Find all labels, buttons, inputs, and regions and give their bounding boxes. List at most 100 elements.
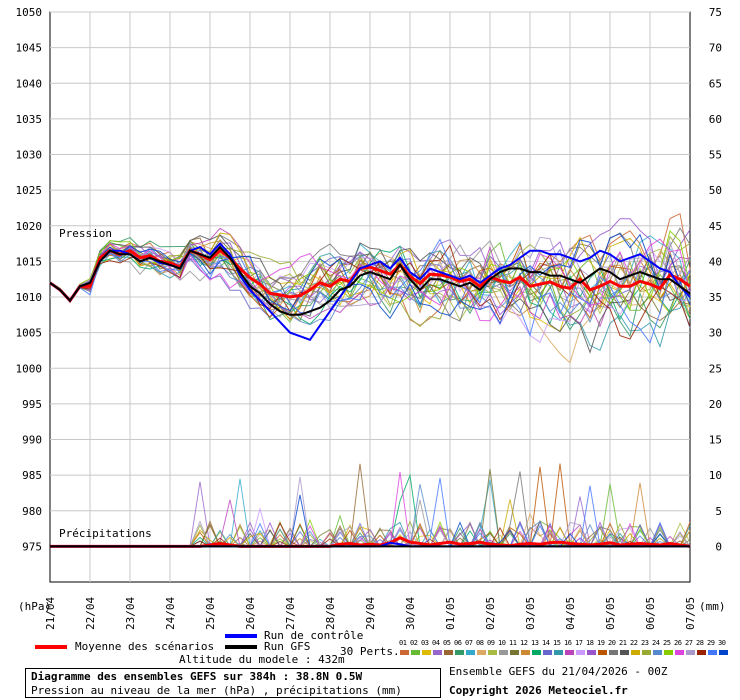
pert-swatch [532,650,541,655]
right-tick-label: 10 [709,469,722,482]
pert-number: 02 [410,639,418,647]
left-tick-label: 1020 [16,220,43,233]
right-tick-label: 25 [709,362,722,375]
pert-number: 29 [707,639,715,647]
pert-number: 04 [432,639,440,647]
pert-number: 21 [619,639,627,647]
control-legend-label: Run de contrôle [264,629,364,642]
pert-swatch [477,650,486,655]
pert-number: 18 [586,639,594,647]
pert-number: 16 [564,639,572,647]
mean-legend-label: Moyenne des scénarios [75,640,215,653]
pert-number: 10 [498,639,506,647]
left-tick-label: 1050 [16,6,43,19]
right-axis-unit: (mm) [699,600,726,613]
left-tick-label: 985 [22,469,42,482]
pert-swatch [609,650,618,655]
pert-number: 07 [465,639,473,647]
pert-swatch [543,650,552,655]
x-tick-label: 23/04 [124,597,137,630]
right-tick-label: 15 [709,434,722,447]
pert-swatch [664,650,673,655]
right-tick-label: 50 [709,184,722,197]
right-tick-label: 55 [709,149,722,162]
x-tick-label: 24/04 [164,597,177,630]
pert-swatch [598,650,607,655]
gfs-legend-swatch [225,645,257,649]
chart-subtitle: Pression au niveau de la mer (hPa) , pré… [31,684,402,697]
member-pressure-line [49,246,691,344]
left-tick-label: 1030 [16,149,43,162]
x-tick-label: 27/04 [284,597,297,630]
pert-number: 12 [520,639,528,647]
member-pressure-line [49,234,691,354]
pert-swatch [499,650,508,655]
precip-annotation: Précipitations [59,527,152,540]
pert-swatch [675,650,684,655]
left-tick-label: 1035 [16,113,43,126]
x-tick-label: 05/05 [604,597,617,630]
x-tick-label: 04/05 [564,597,577,630]
right-tick-label: 45 [709,220,722,233]
left-tick-label: 1040 [16,77,43,90]
pert-number: 25 [663,639,671,647]
x-tick-label: 06/05 [644,597,657,630]
left-axis-unit: (hPa) [18,600,51,613]
pert-number: 05 [443,639,451,647]
pert-number: 09 [487,639,495,647]
pert-swatch [510,650,519,655]
member-pressure-line [49,227,691,328]
right-tick-label: 70 [709,42,722,55]
pert-swatch [686,650,695,655]
pert-swatch [620,650,629,655]
pert-swatch [719,650,728,655]
pert-swatch [400,650,409,655]
right-tick-label: 65 [709,77,722,90]
right-tick-label: 20 [709,398,722,411]
pert-swatch [631,650,640,655]
pert-swatch [565,650,574,655]
x-tick-label: 28/04 [324,597,337,630]
pert-swatch [488,650,497,655]
left-tick-label: 1015 [16,255,43,268]
pert-swatch [521,650,530,655]
right-tick-label: 35 [709,291,722,304]
pert-swatch [576,650,585,655]
right-tick-label: 30 [709,327,722,340]
pert-number: 13 [531,639,539,647]
pert-swatch [411,650,420,655]
member-pressure-line [49,244,691,340]
pert-number: 17 [575,639,583,647]
perts-legend-label: 30 Perts. [340,645,400,658]
member-pressure-line [49,233,691,325]
x-tick-label: 29/04 [364,597,377,630]
x-tick-label: 21/04 [44,597,57,630]
pert-swatch [642,650,651,655]
x-tick-label: 25/04 [204,597,217,630]
ensemble-chart: 9759809859909951000100510101015102010251… [16,6,726,630]
pert-swatch [455,650,464,655]
gfs-legend-label: Run GFS [264,640,311,653]
model-altitude: Altitude du modele : 432m [179,653,345,666]
pert-number: 26 [674,639,682,647]
pert-number: 01 [399,639,407,647]
member-pressure-line [49,236,691,310]
pert-number: 30 [718,639,726,647]
pert-swatch [697,650,706,655]
x-tick-label: 07/05 [684,597,697,630]
pert-swatch [444,650,453,655]
left-axis-ticks: 975 980 985 990 995 1000 1005 1010 1015 1020 1025 1… [16,6,43,553]
right-axis-ticks: 0 5 10 15 20 25 30 35 40 45 50 55 60 65 70 75 [709,6,722,553]
pert-number: 11 [509,639,517,647]
pert-number: 03 [421,639,429,647]
mean-legend-swatch [35,645,67,649]
series-line-pressure [49,245,691,316]
pert-number: 23 [641,639,649,647]
pert-swatch [433,650,442,655]
left-tick-label: 1045 [16,42,43,55]
chart-grid [49,11,691,583]
pert-number: 08 [476,639,484,647]
chart-title: Diagramme des ensembles GEFS sur 384h : … [31,670,363,683]
x-tick-label: 02/05 [484,597,497,630]
pert-swatch [554,650,563,655]
